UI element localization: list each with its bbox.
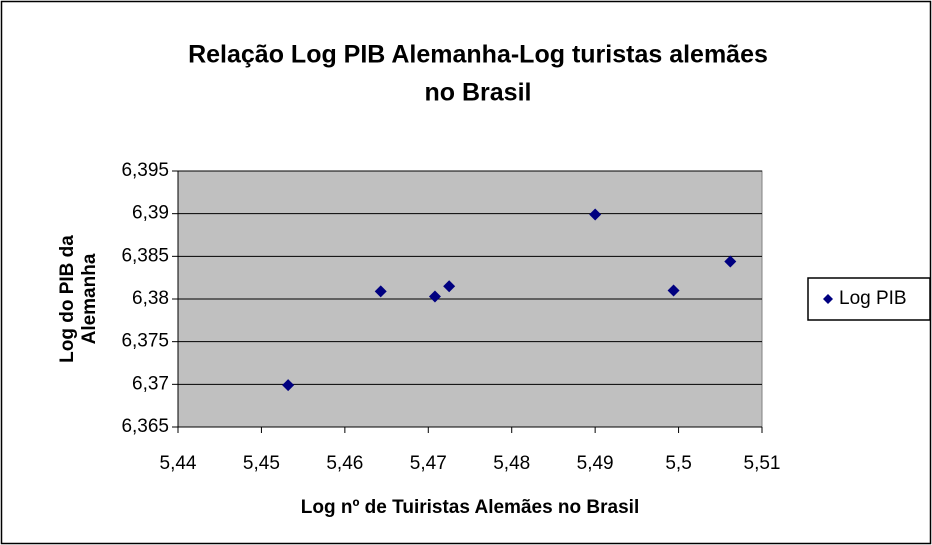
x-tick-label: 5,44 — [160, 453, 197, 474]
point — [282, 379, 295, 392]
chart-title: Relação Log PIB Alemanha-Log turistas al… — [188, 41, 768, 69]
x-tick-label: 5,51 — [744, 453, 781, 474]
y-tick-label: 6,38 — [132, 288, 169, 309]
y-axis-label: Alemanha — [79, 253, 100, 344]
x-axis-label: Log nº de Tuiristas Alemães no Brasil — [301, 497, 639, 518]
x-tick-label: 5,48 — [493, 453, 530, 474]
y-tick-label: 6,39 — [132, 203, 169, 224]
legend-marker — [823, 294, 833, 304]
y-axis-label: Log do PIB da — [57, 235, 78, 363]
x-tick-label: 5,47 — [410, 453, 447, 474]
x-tick-label: 5,46 — [326, 453, 363, 474]
y-tick-label: 6,37 — [132, 373, 169, 394]
point — [724, 255, 737, 268]
chart-title: no Brasil — [425, 79, 532, 107]
point — [667, 284, 680, 297]
point — [428, 290, 441, 303]
point — [443, 280, 456, 293]
y-tick-label: 6,375 — [121, 331, 169, 352]
x-tick-label: 5,45 — [243, 453, 280, 474]
y-tick-label: 6,395 — [121, 160, 169, 181]
x-tick-label: 5,5 — [665, 453, 691, 474]
y-tick-label: 6,385 — [121, 245, 169, 266]
point — [374, 285, 387, 298]
y-tick-label: 6,365 — [121, 416, 169, 437]
point — [589, 208, 602, 221]
x-tick-label: 5,49 — [577, 453, 614, 474]
legend-label: Log PIB — [839, 288, 907, 309]
